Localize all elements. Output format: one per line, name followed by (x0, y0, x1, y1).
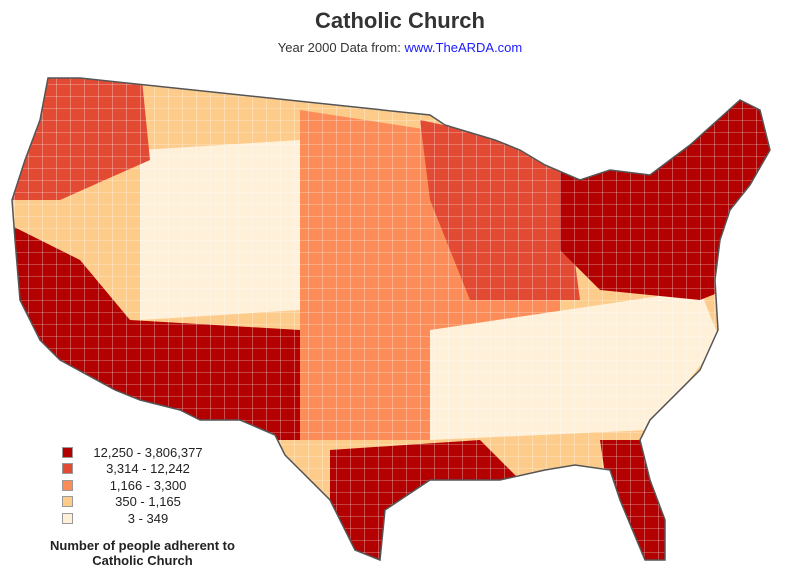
legend-label: 3 - 349 (127, 510, 169, 526)
legend-swatch (62, 512, 73, 524)
legend-item: 1,166 - 3,300 (62, 477, 213, 494)
legend-item: 3 - 349 (62, 510, 213, 527)
legend-label: 3,314 - 12,242 (106, 461, 190, 477)
legend-item: 12,250 - 3,806,377 (62, 444, 213, 461)
subtitle: Year 2000 Data from: www.TheARDA.com (0, 40, 800, 55)
legend-swatch (62, 496, 73, 508)
subtitle-text: Year 2000 Data from: (277, 40, 401, 55)
source-link[interactable]: www.TheARDA.com (404, 40, 523, 55)
legend: 12,250 - 3,806,377 3,314 - 12,242 1,166 - … (62, 444, 213, 527)
legend-label: 12,250 - 3,806,377 (93, 444, 203, 460)
legend-title: Number of people adherent to Catholic Ch… (50, 538, 235, 568)
legend-label: 350 - 1,165 (115, 494, 181, 510)
title: Catholic Church (315, 8, 485, 33)
legend-item: 3,314 - 12,242 (62, 461, 213, 478)
legend-swatch (62, 446, 73, 458)
legend-item: 350 - 1,165 (62, 494, 213, 511)
legend-swatch (62, 479, 73, 491)
legend-swatch (62, 463, 73, 475)
legend-label: 1,166 - 3,300 (109, 477, 187, 493)
